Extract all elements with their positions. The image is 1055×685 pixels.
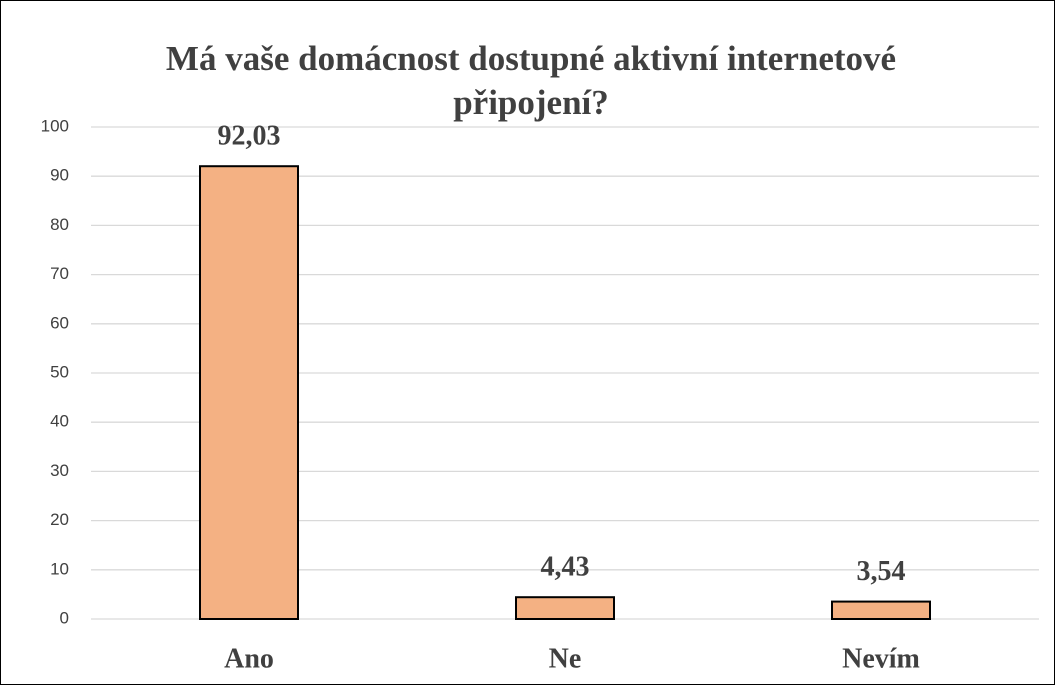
bar: [199, 165, 299, 620]
value-label: 92,03: [218, 121, 281, 152]
y-tick-label: 70: [50, 264, 69, 283]
y-tick-label: 30: [50, 461, 69, 480]
y-tick-label: 80: [50, 215, 69, 234]
bar: [515, 596, 615, 621]
bar: [831, 600, 931, 620]
y-tick-label: 20: [50, 510, 69, 529]
y-tick-label: 90: [50, 166, 69, 185]
y-tick-label: 0: [60, 608, 69, 627]
value-label: 3,54: [857, 556, 906, 587]
y-tick-label: 50: [50, 362, 69, 381]
x-tick-label: Nevím: [842, 643, 920, 674]
y-tick-label: 10: [50, 559, 69, 578]
y-tick-label: 100: [41, 116, 69, 135]
x-tick-label: Ano: [224, 643, 274, 674]
chart-title: Má vaše domácnost dostupné aktivní inter…: [165, 39, 897, 122]
x-tick-label: Ne: [549, 643, 582, 674]
y-tick-label: 60: [50, 313, 69, 332]
value-label: 4,43: [541, 552, 590, 583]
y-tick-label: 40: [50, 412, 69, 431]
